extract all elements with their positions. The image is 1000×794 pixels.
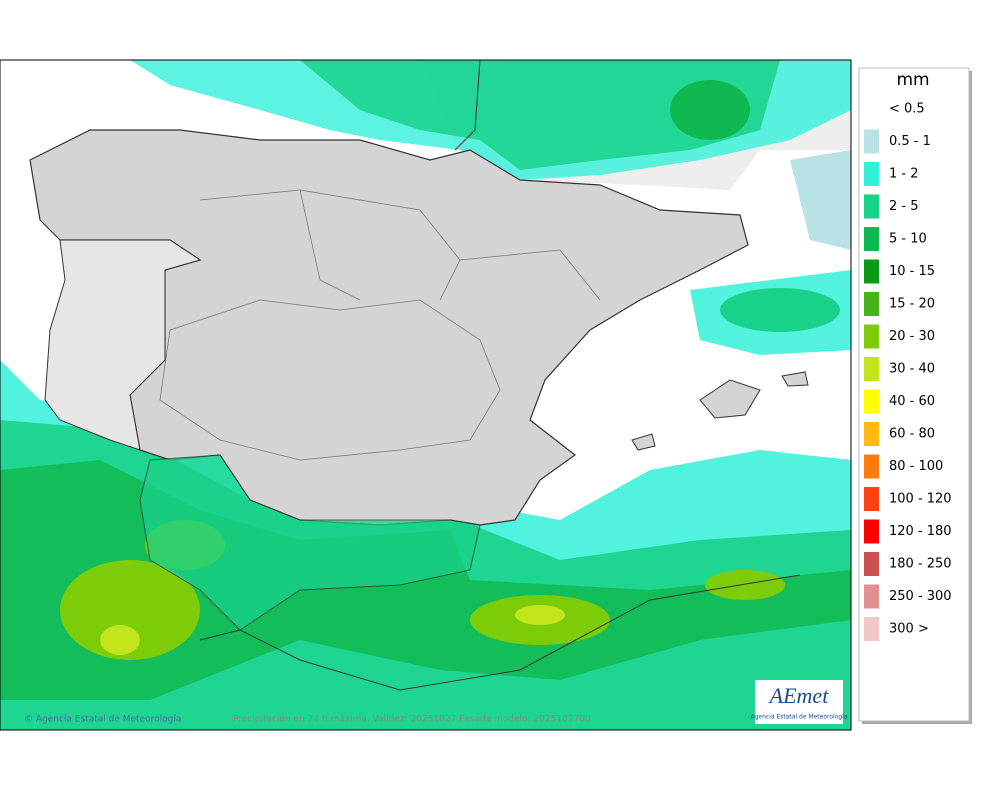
precip-area bbox=[100, 625, 140, 655]
legend-swatch bbox=[864, 357, 879, 381]
legend-label: 20 - 30 bbox=[889, 329, 935, 344]
portugal bbox=[44, 239, 202, 451]
legend-swatch bbox=[864, 162, 879, 186]
border bbox=[454, 60, 481, 151]
footer-caption: Precipitación en 24 h máxima. Validez: 2… bbox=[233, 714, 591, 725]
legend-label: 30 - 40 bbox=[889, 362, 935, 377]
map-frame bbox=[0, 59, 852, 731]
legend-swatch bbox=[864, 324, 879, 349]
legend-swatch bbox=[864, 422, 879, 446]
footer-credit: © Agencia Estatal de Meteorología bbox=[24, 715, 181, 725]
legend-label: 180 - 250 bbox=[889, 557, 952, 572]
precip-area bbox=[515, 605, 565, 625]
legend-label: 100 - 120 bbox=[889, 492, 952, 507]
legend-swatch bbox=[864, 194, 879, 219]
map bbox=[0, 60, 851, 730]
precip-area bbox=[720, 288, 840, 332]
legend-unit: mm bbox=[896, 70, 929, 90]
legend-swatch bbox=[864, 292, 879, 316]
region-borders bbox=[199, 189, 601, 301]
legend-label: 80 - 100 bbox=[889, 459, 943, 474]
legend-label: 10 - 15 bbox=[889, 264, 935, 279]
precip-area bbox=[705, 570, 785, 600]
legend-label: 40 - 60 bbox=[889, 394, 935, 409]
legend-label: 2 - 5 bbox=[889, 199, 919, 214]
legend-label: 5 - 10 bbox=[889, 232, 927, 247]
region-borders bbox=[159, 299, 501, 461]
precip-area bbox=[300, 60, 780, 170]
legend-label: 250 - 300 bbox=[889, 589, 952, 604]
mallorca bbox=[699, 379, 761, 419]
logo-text: AEmet bbox=[768, 683, 830, 708]
logo-box bbox=[755, 680, 843, 724]
legend-swatch bbox=[864, 519, 879, 544]
legend-swatch bbox=[864, 389, 879, 414]
legend-swatch bbox=[864, 259, 879, 284]
menorca bbox=[781, 371, 809, 387]
legend-label: 120 - 180 bbox=[889, 524, 952, 539]
ibiza bbox=[631, 433, 656, 451]
legend-swatch bbox=[864, 129, 879, 154]
legend-swatch bbox=[864, 617, 879, 641]
legend-swatch bbox=[864, 584, 879, 609]
legend-label: 0.5 - 1 bbox=[889, 134, 931, 149]
legend-label: 1 - 2 bbox=[889, 167, 919, 182]
precip-area bbox=[670, 80, 750, 140]
legend-swatch bbox=[864, 454, 879, 479]
legend-swatch bbox=[864, 487, 879, 511]
legend-label: < 0.5 bbox=[889, 102, 925, 117]
logo-subtext: Agencia Estatal de Meteorología bbox=[751, 714, 848, 721]
legend-swatch bbox=[864, 552, 879, 576]
legend-label: 15 - 20 bbox=[889, 297, 935, 312]
andalusia-precip bbox=[139, 454, 481, 631]
precip-area bbox=[60, 560, 200, 660]
legend-label: 300 > bbox=[889, 622, 929, 637]
legend: < 0.5 0.5 - 1 1 - 2 2 - 5 5 - 10 10 - 15 15 - … bbox=[864, 102, 952, 641]
legend-swatch bbox=[864, 227, 879, 251]
precip-area bbox=[790, 150, 851, 250]
africa-coast bbox=[199, 574, 801, 691]
legend-label: 60 - 80 bbox=[889, 427, 935, 442]
